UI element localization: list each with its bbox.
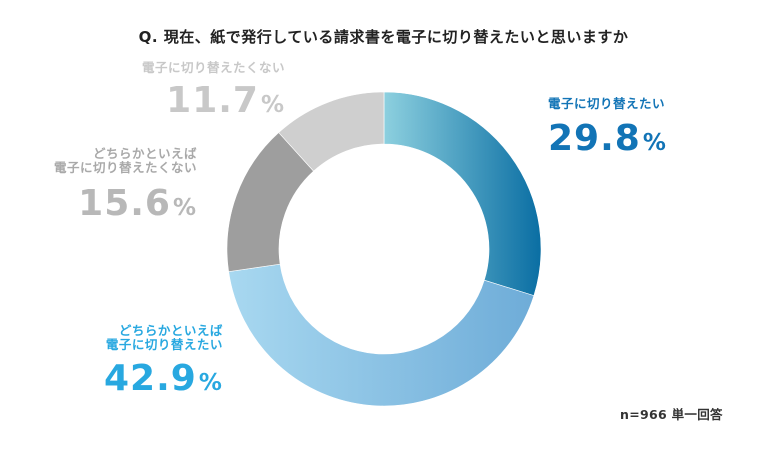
slice-value-3: 11.7 — [166, 80, 259, 122]
slice-value-1: 42.9 — [104, 357, 197, 399]
donut-slice-3 — [278, 91, 385, 172]
slice-label-0: 電子に切り替えたい 29.8% — [548, 96, 667, 160]
sample-size-note: n=966 単一回答 — [620, 407, 723, 422]
slice-label-1-line-0: どちらかといえば — [118, 323, 223, 338]
chart-title: Q. 現在、紙で発行している請求書を電子に切り替えたいと思いますか — [138, 28, 629, 46]
slice-label-0-line-0: 電子に切り替えたい — [548, 96, 666, 111]
slice-label-3: 電子に切り替えたくない 11.7% — [142, 60, 286, 122]
slice-value-2: 15.6 — [78, 182, 171, 224]
donut-slice-0 — [383, 91, 542, 297]
slice-value-0: 29.8 — [548, 118, 641, 160]
slice-label-1: どちらかといえば 電子に切り替えたい 42.9% — [104, 323, 223, 399]
slice-label-1-line-1: 電子に切り替えたい — [105, 337, 223, 353]
donut-slice-1 — [228, 263, 535, 407]
percent-sign: % — [198, 369, 223, 396]
percent-sign: % — [260, 92, 286, 119]
slice-label-3-line-0: 電子に切り替えたくない — [142, 60, 286, 75]
slice-label-2: どちらかといえば 電子に切り替えたくない 15.6% — [54, 146, 198, 224]
slice-label-2-line-1: 電子に切り替えたくない — [54, 160, 198, 176]
slice-label-2-line-0: どちらかといえば — [93, 146, 198, 161]
percent-sign: % — [642, 130, 667, 157]
percent-sign: % — [172, 194, 198, 221]
